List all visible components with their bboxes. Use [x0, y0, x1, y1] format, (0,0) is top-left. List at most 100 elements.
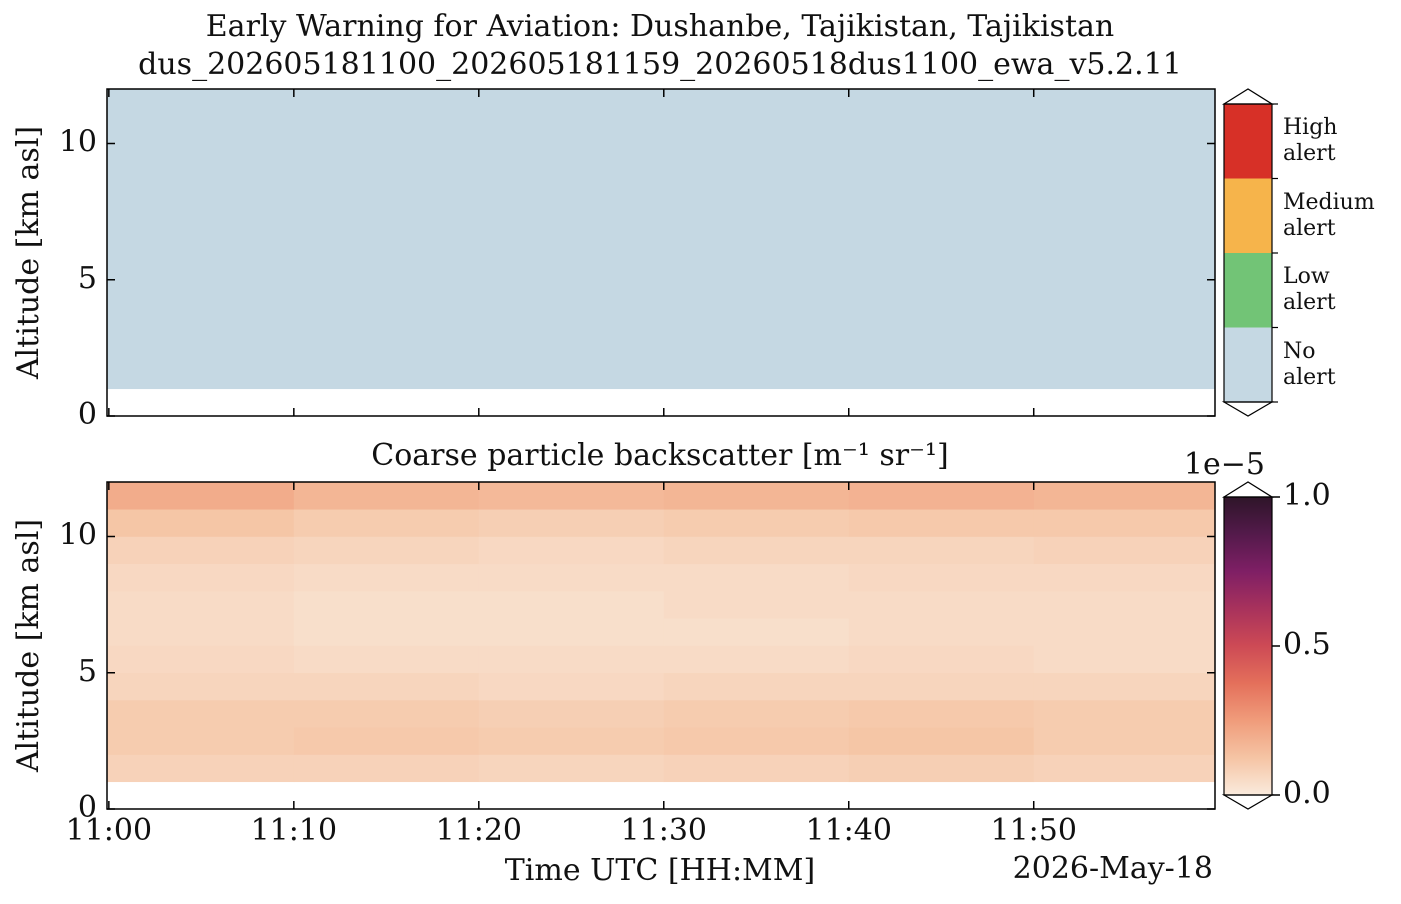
heatmap-cell — [663, 754, 850, 783]
heatmap-cell — [1033, 700, 1216, 728]
heatmap-cell — [107, 509, 295, 537]
colorbar-frame — [1223, 103, 1273, 403]
colorbar-extend — [1221, 88, 1275, 105]
heatmap-cell — [478, 563, 665, 592]
colorbar-label: Medium alert — [1283, 189, 1375, 241]
colorbar-label: No alert — [1283, 338, 1336, 390]
heatmap-cell — [478, 754, 665, 783]
colorbar-frame — [1223, 496, 1273, 796]
colorbar-extend — [1221, 481, 1275, 498]
heatmap-cell — [663, 727, 850, 755]
heatmap-cell — [293, 563, 480, 592]
heatmap-cell — [293, 672, 480, 701]
heatmap-cell — [663, 645, 850, 674]
heatmap-cell — [848, 672, 1035, 701]
heatmap-cell — [663, 482, 850, 510]
heatmap-cell — [663, 563, 850, 592]
heatmap-cell — [1033, 727, 1216, 755]
heatmap-cell — [107, 672, 295, 701]
heatmap-cell — [1033, 645, 1216, 674]
y-tick-label: 10 — [59, 518, 97, 553]
heatmap-cell — [848, 618, 1035, 646]
colorbar-label: High alert — [1283, 115, 1338, 167]
heatmap-cell — [293, 754, 480, 783]
heatmap-cell — [478, 482, 665, 510]
heatmap-cell — [1033, 618, 1216, 646]
heatmap-cell — [1033, 591, 1216, 619]
heatmap-cell — [663, 509, 850, 537]
colorbar-segment — [1224, 104, 1272, 179]
heatmap-cell — [1033, 672, 1216, 701]
heatmap-cell — [293, 645, 480, 674]
chart-title: Early Warning for Aviation: Dushanbe, Ta… — [206, 9, 1114, 44]
y-tick-label: 5 — [78, 654, 97, 689]
heatmap-cell — [848, 700, 1035, 728]
heatmap-cell — [293, 536, 480, 565]
heatmap-cell — [107, 482, 295, 510]
colorbar — [1224, 497, 1272, 795]
heatmap-cell — [1033, 482, 1216, 510]
heatmap-cell — [478, 509, 665, 537]
heatmap-cell — [848, 754, 1035, 783]
colorbar-tick-label: 0.5 — [1283, 627, 1331, 662]
heatmap-cell — [107, 563, 295, 592]
colorbar-offset: 1e−5 — [1184, 447, 1265, 482]
heatmap-cell — [478, 645, 665, 674]
heatmap-cell — [293, 700, 480, 728]
heatmap-cell — [478, 700, 665, 728]
heatmap-cell — [293, 591, 480, 619]
plot-frame — [106, 88, 1216, 417]
heatmap-cell — [1033, 509, 1216, 537]
heatmap-cell — [107, 618, 295, 646]
colorbar-extend — [1221, 794, 1275, 810]
heatmap-cell — [107, 591, 295, 619]
y-axis-label: Altitude [km asl] — [11, 519, 46, 773]
x-tick-label: 11:30 — [621, 813, 707, 848]
heatmap-cell — [478, 618, 665, 646]
y-tick-label: 10 — [59, 125, 97, 160]
x-tick-label: 11:00 — [66, 813, 152, 848]
x-tick-label: 11:50 — [990, 813, 1076, 848]
plot-frame — [106, 481, 1216, 810]
heatmap-cell — [848, 645, 1035, 674]
heatmap-cell — [663, 591, 850, 619]
colorbar-label: Low alert — [1283, 264, 1336, 316]
heatmap-cell — [107, 89, 1216, 390]
y-tick-label: 0 — [78, 790, 97, 825]
heatmap-cell — [663, 700, 850, 728]
heatmap-cell — [293, 618, 480, 646]
heatmap-cell — [848, 536, 1035, 565]
x-axis-label: Time UTC [HH:MM] — [505, 853, 815, 888]
heatmap-cell — [1033, 536, 1216, 565]
x-tick-label: 11:20 — [436, 813, 522, 848]
heatmap-cell — [848, 509, 1035, 537]
heatmap-cell — [663, 536, 850, 565]
heatmap-cell — [848, 727, 1035, 755]
heatmap-cell — [107, 536, 295, 565]
heatmap-cell — [663, 672, 850, 701]
heatmap-cell — [293, 482, 480, 510]
colorbar-segment — [1224, 253, 1272, 328]
heatmap-cell — [107, 727, 295, 755]
heatmap-cell — [663, 618, 850, 646]
y-tick-label: 0 — [78, 397, 97, 432]
heatmap-cell — [1033, 563, 1216, 592]
colorbar-segment — [1224, 327, 1272, 402]
y-axis-label: Altitude [km asl] — [11, 126, 46, 380]
colorbar-extend — [1221, 401, 1275, 417]
colorbar-tick-label: 1.0 — [1283, 478, 1331, 513]
heatmap-cell — [293, 727, 480, 755]
heatmap-cell — [107, 700, 295, 728]
chart-title: Coarse particle backscatter [m⁻¹ sr⁻¹] — [371, 438, 948, 473]
heatmap-cell — [478, 591, 665, 619]
heatmap-cell — [848, 482, 1035, 510]
colorbar-tick-label: 0.0 — [1283, 776, 1331, 811]
heatmap-cell — [478, 536, 665, 565]
heatmap-cell — [848, 591, 1035, 619]
colorbar-segment — [1224, 178, 1272, 253]
heatmap-cell — [478, 672, 665, 701]
heatmap-cell — [107, 754, 295, 783]
heatmap-cell — [848, 563, 1035, 592]
